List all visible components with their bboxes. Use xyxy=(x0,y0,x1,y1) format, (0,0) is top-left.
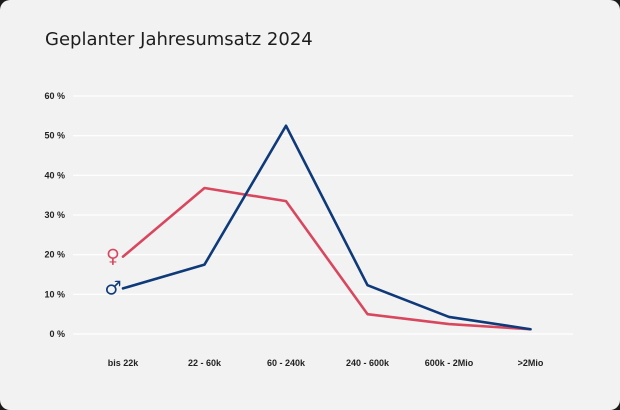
y-tick-label: 40 % xyxy=(44,170,65,180)
female-symbol-icon: ♀ xyxy=(106,246,120,268)
y-tick-label: 30 % xyxy=(44,210,65,220)
x-tick-label: >2Mio xyxy=(518,358,544,368)
x-tick-label: 240 - 600k xyxy=(346,358,390,368)
x-tick-label: bis 22k xyxy=(108,358,140,368)
y-axis-ticks: 0 % 10 % 20 % 30 % 40 % 50 % 60 % xyxy=(44,91,65,339)
y-tick-label: 60 % xyxy=(44,91,65,101)
series-line-0 xyxy=(121,186,532,331)
y-tick-label: 20 % xyxy=(44,250,65,260)
x-tick-label: 600k - 2Mio xyxy=(425,358,474,368)
male-symbol-icon: ♂ xyxy=(104,277,121,299)
chart-title: Geplanter Jahresumsatz 2024 xyxy=(45,29,313,50)
y-tick-label: 10 % xyxy=(44,289,65,299)
legend-icons: ♀♂ xyxy=(104,246,121,300)
y-tick-label: 0 % xyxy=(49,329,65,339)
series-line-1 xyxy=(121,124,532,331)
x-tick-label: 22 - 60k xyxy=(188,358,222,368)
y-tick-label: 50 % xyxy=(44,131,65,141)
x-axis-ticks: bis 22k 22 - 60k 60 - 240k 240 - 600k 600k -… xyxy=(108,358,544,368)
grid-lines xyxy=(73,95,573,335)
series-lines xyxy=(121,124,532,331)
x-tick-label: 60 - 240k xyxy=(267,358,306,368)
